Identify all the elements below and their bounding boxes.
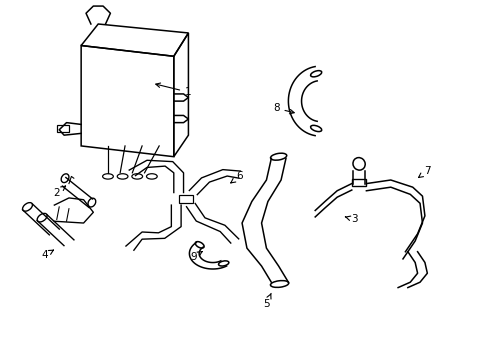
Bar [57,125,69,132]
Text: 1: 1 [156,83,191,97]
Text: 7: 7 [418,166,430,177]
Text: 2: 2 [53,186,65,198]
Text: 9: 9 [190,252,202,262]
Bar [351,179,366,186]
Text: 6: 6 [230,171,243,183]
Text: 8: 8 [272,103,294,114]
Text: 5: 5 [263,293,270,309]
Bar [178,195,193,203]
Text: 4: 4 [41,250,53,260]
Text: 3: 3 [345,215,357,224]
